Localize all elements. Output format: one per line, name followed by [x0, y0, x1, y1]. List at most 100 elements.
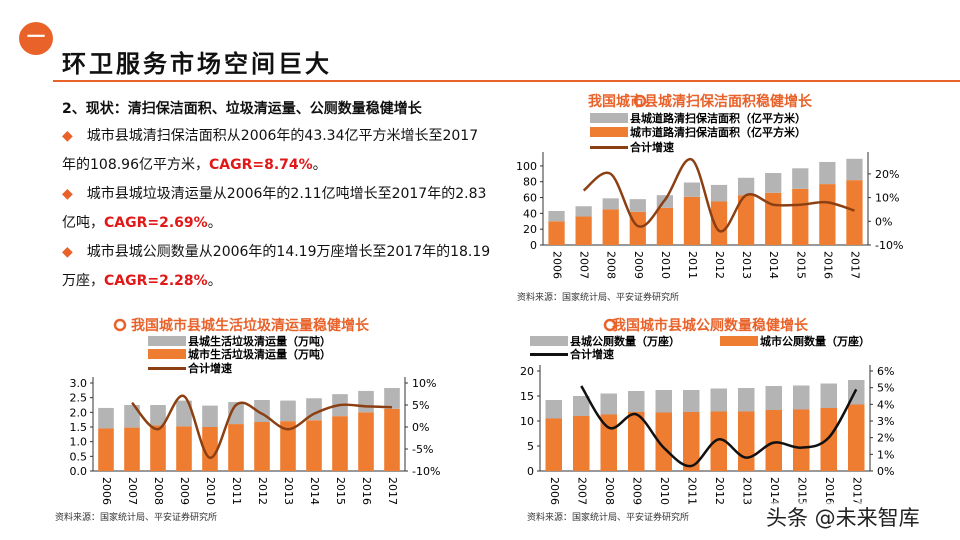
y-tick-label-right: 10% [875, 192, 899, 205]
y-tick-label-right: 0% [877, 465, 894, 478]
y-tick-label-left: 15 [520, 390, 534, 403]
bar-city [602, 209, 619, 245]
bar-city [655, 412, 672, 471]
bar-county [98, 407, 114, 429]
bar-county [819, 161, 836, 185]
y-tick-label-left: 20 [520, 365, 534, 378]
x-tick-label: 2008 [603, 477, 616, 505]
cagr-value: CAGR=8.74% [209, 157, 313, 173]
x-tick-label: 2011 [230, 477, 243, 505]
x-tick-label: 2014 [308, 477, 321, 505]
bar-city [573, 416, 590, 471]
bar-city [150, 425, 166, 471]
bar-county [545, 400, 562, 419]
bullet-1: ◆ 城市县城清扫保洁面积从2006年的43.34亿平方米增长至2017年的108.… [62, 122, 492, 180]
bar-county [573, 396, 590, 416]
bar-city [358, 412, 374, 471]
x-tick-label: 2009 [630, 477, 643, 505]
title-divider [53, 80, 960, 82]
legend-label: 县城道路清扫保洁面积（亿平方米） [630, 111, 806, 125]
x-tick-label: 2016 [360, 477, 373, 505]
y-tick-label-left: 3.0 [70, 377, 88, 390]
bar-county [358, 390, 374, 413]
y-tick-label-right: 4% [877, 398, 894, 411]
bar-county [738, 177, 755, 196]
bar-city [710, 411, 727, 471]
bar-city [738, 195, 755, 245]
bar-city [848, 404, 865, 471]
x-tick-label: 2011 [686, 251, 699, 279]
bar-county [792, 168, 809, 189]
x-tick-label: 2011 [685, 477, 698, 505]
legend-label: 县城生活垃圾清运量（万吨） [188, 334, 331, 348]
x-tick-label: 2013 [282, 477, 295, 505]
legend-swatch-bar [590, 127, 628, 137]
legend-label: 合计增速 [188, 361, 232, 375]
bar-county [793, 385, 810, 410]
y-tick-label-left: 40 [523, 207, 537, 220]
bar-city [792, 188, 809, 245]
y-tick-label-left: 0.0 [70, 465, 88, 478]
x-tick-label: 2007 [126, 477, 139, 505]
y-tick-label-right: -5% [412, 443, 433, 456]
y-tick-label-left: 2.5 [70, 392, 88, 405]
chart-title: 我国城市县城生活垃圾清运量稳健增长 [131, 317, 370, 334]
growth-line [131, 394, 393, 460]
y-tick-label-left: 0.5 [70, 450, 88, 463]
bar-city [683, 412, 700, 471]
target-icon [113, 318, 127, 332]
legend-swatch-line [148, 367, 186, 370]
bar-county [124, 405, 140, 428]
legend-label: 合计增速 [570, 347, 614, 361]
y-tick-label-left: 10 [520, 415, 534, 428]
x-tick-label: 2009 [178, 477, 191, 505]
x-tick-label: 2014 [767, 251, 780, 279]
y-tick-label-right: 1% [877, 448, 894, 461]
bar-county [150, 405, 166, 426]
bar-city [228, 424, 244, 471]
target-icon [603, 318, 617, 332]
bar-city [124, 427, 140, 471]
bar-city [820, 408, 837, 471]
growth-line [580, 385, 858, 468]
chart-title: 我国城市县城清扫保洁面积稳健增长 [588, 93, 813, 110]
y-tick-label-left: 1.5 [70, 421, 88, 434]
bar-county [710, 388, 727, 412]
x-tick-label: 2016 [823, 477, 836, 505]
bar-city [332, 416, 348, 471]
legend-swatch-bar [530, 336, 568, 346]
bar-county [765, 173, 782, 193]
bar-county [846, 158, 863, 181]
cagr-value: CAGR=2.28% [104, 273, 208, 289]
bar-city [548, 221, 565, 245]
legend-label: 县城公厕数量（万座） [570, 334, 680, 348]
x-tick-label: 2017 [850, 477, 863, 505]
bullet-text: 城市县城垃圾清运量从2006年的2.11亿吨增长至2017年的2.83亿吨， [62, 186, 487, 231]
x-tick-label: 2015 [795, 477, 808, 505]
bar-county [629, 199, 646, 212]
x-tick-label: 2007 [575, 477, 588, 505]
y-tick-label-left: 5 [527, 440, 534, 453]
legend-swatch-bar [720, 336, 758, 346]
growth-line [582, 158, 855, 233]
bullet-end: 。 [207, 273, 222, 289]
bullet-2: ◆ 城市县城垃圾清运量从2006年的2.11亿吨增长至2017年的2.83亿吨，C… [62, 180, 492, 238]
y-tick-label-right: -10% [412, 465, 440, 478]
legend-swatch-bar [148, 349, 186, 359]
y-tick-label-left: 60 [523, 192, 537, 205]
bar-county [176, 400, 192, 427]
legend-swatch-line [530, 353, 568, 356]
bar-county [384, 387, 400, 409]
bar-city [738, 411, 755, 471]
bar-city [846, 180, 863, 245]
bar-city [306, 420, 322, 471]
x-tick-label: 2015 [794, 251, 807, 279]
bar-city [765, 410, 782, 471]
bar-county [683, 182, 701, 197]
target-icon [633, 94, 647, 108]
bar-county [655, 390, 672, 413]
bar-county [710, 184, 728, 202]
legend-label: 城市道路清扫保洁面积（亿平方米） [630, 125, 806, 139]
cagr-value: CAGR=2.69% [104, 215, 208, 231]
x-tick-label: 2017 [386, 477, 399, 505]
